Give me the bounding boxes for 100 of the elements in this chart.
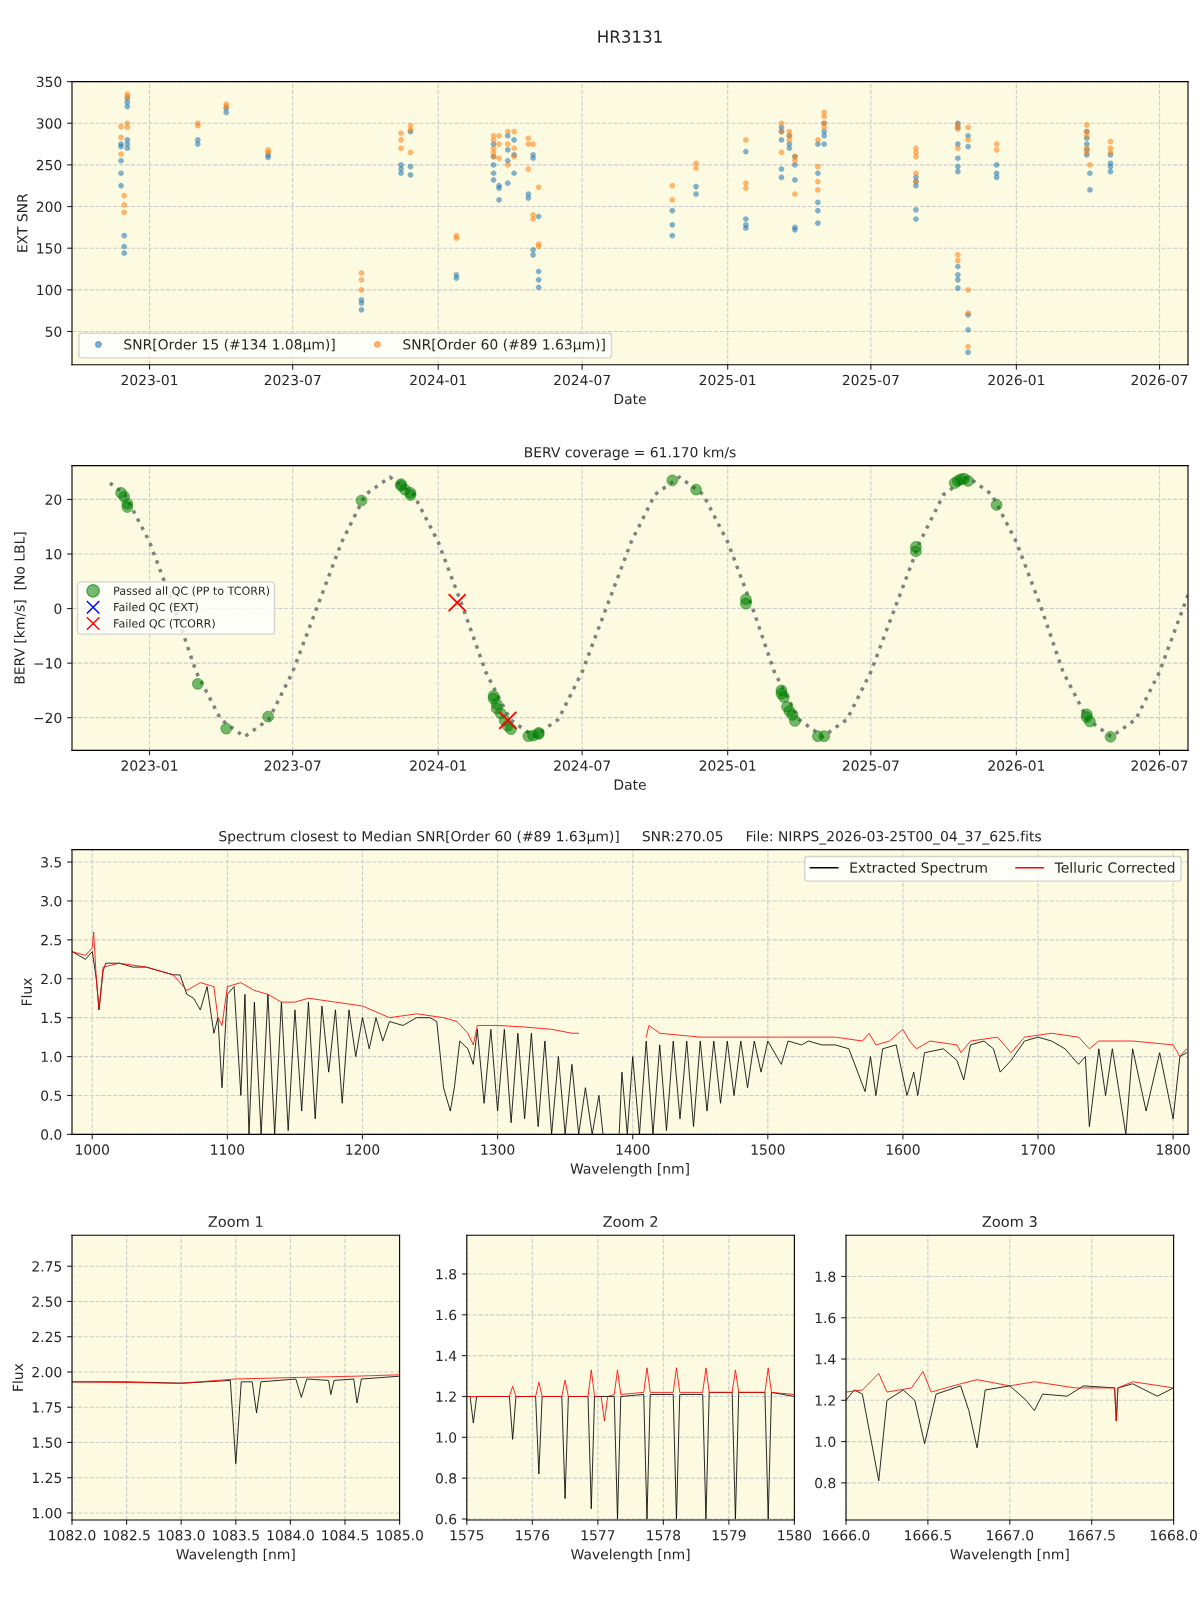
x-tick-label: 1084.5 [322, 1529, 369, 1541]
x-tick-label: 2026-01 [988, 760, 1045, 771]
y-tick-label: 2.75 [32, 1261, 62, 1272]
y-tick-label: 2.50 [32, 1296, 62, 1307]
x-tick-label: 1100 [211, 1144, 245, 1155]
y-tick-label: 1.4 [436, 1350, 457, 1361]
y-tick-label: 1.25 [32, 1472, 62, 1484]
x-tick-label: 2025-01 [699, 374, 756, 386]
x-tick-label: 1082.0 [49, 1529, 96, 1541]
y-tick-label: 250 [36, 159, 62, 171]
y-axis-title: Flux [21, 978, 32, 1006]
y-tick-label: 1.0 [436, 1432, 457, 1443]
x-axis-title: Wavelength [nm] [571, 1548, 690, 1563]
legend-label: Passed all QC (PP to TCORR) [114, 586, 270, 597]
y-tick-label: 1.0 [815, 1436, 836, 1448]
y-tick-label: 1.5 [41, 1012, 62, 1024]
x-axis-title: Date [614, 779, 646, 790]
point [447, 593, 467, 612]
y-tick-label: 2.00 [32, 1366, 62, 1378]
x-tick-label: 1578 [647, 1529, 681, 1541]
legend-label: Telluric Corrected [1054, 862, 1175, 873]
y-axis-title: Flux [12, 1363, 24, 1391]
x-tick-label: 1666.5 [905, 1529, 951, 1541]
point [498, 710, 518, 730]
x-axis-title: Wavelength [nm] [570, 1163, 689, 1177]
x-tick-label: 1667.5 [1068, 1529, 1115, 1541]
y-tick-label: 3.5 [41, 857, 62, 868]
x-tick-label: 1400 [616, 1144, 650, 1155]
x-tick-label: 2023-01 [121, 760, 178, 771]
x-tick-label: 1082.5 [103, 1529, 150, 1541]
x-tick-label: 1085.0 [376, 1529, 423, 1541]
legend-label: SNR[Order 15 (#134 1.08μm)] [124, 338, 335, 353]
x-tick-label: 1580 [778, 1529, 812, 1541]
y-tick-label: 0.8 [815, 1477, 836, 1489]
y-axis-title: EXT SNR [17, 193, 28, 252]
y-tick-label: −10 [34, 658, 62, 669]
y-tick-label: 0 [54, 603, 62, 615]
x-tick-label: 2025-07 [842, 760, 899, 771]
x-tick-label: 2025-07 [842, 374, 899, 386]
y-tick-label: 1.50 [32, 1437, 62, 1448]
x-tick-label: 1575 [450, 1530, 484, 1541]
chart-title: Zoom 3 [982, 1216, 1037, 1228]
legend-label: Extracted Spectrum [850, 862, 987, 876]
legend-label: Failed QC (TCORR) [114, 618, 215, 629]
x-axis-title: Date [614, 393, 646, 405]
y-tick-label: 50 [45, 326, 62, 337]
chart-title: BERV coverage = 61.170 km/s [525, 446, 736, 461]
x-tick-label: 2023-07 [264, 374, 321, 386]
x-tick-label: 2023-01 [121, 374, 178, 386]
x-tick-label: 1700 [1021, 1144, 1055, 1155]
chart-title: Zoom 2 [603, 1216, 658, 1228]
x-axis-title: Wavelength [nm] [950, 1548, 1069, 1563]
y-tick-label: −20 [34, 712, 62, 724]
y-tick-label: 0.8 [435, 1473, 457, 1484]
x-tick-label: 2024-01 [410, 374, 466, 386]
chart-title: HR3131 [598, 30, 662, 43]
y-tick-label: 1.8 [436, 1268, 457, 1280]
y-tick-label: 1.75 [32, 1402, 62, 1413]
x-tick-label: 2026-07 [1131, 760, 1188, 771]
legend-label: Failed QC (EXT) [114, 602, 198, 613]
line-series [846, 1370, 1174, 1422]
y-tick-label: 2.5 [41, 934, 62, 946]
x-tick-label: 1084.0 [267, 1529, 314, 1541]
x-tick-label: 1083.0 [158, 1529, 205, 1541]
x-axis-title: Wavelength [nm] [176, 1548, 295, 1563]
x-tick-label: 1666.0 [823, 1529, 870, 1541]
x-tick-label: 2024-07 [554, 760, 610, 771]
y-tick-label: 350 [36, 76, 62, 88]
x-tick-label: 1600 [886, 1144, 920, 1155]
y-tick-label: 0.5 [41, 1090, 62, 1101]
y-tick-label: 1.2 [815, 1395, 835, 1406]
x-tick-label: 1500 [751, 1144, 785, 1155]
x-tick-label: 2026-01 [988, 374, 1045, 386]
y-tick-label: 10 [46, 548, 62, 560]
y-tick-label: 1.0 [41, 1051, 62, 1063]
x-tick-label: 2025-01 [699, 760, 756, 771]
y-tick-label: 100 [37, 284, 62, 296]
y-tick-label: 0.6 [435, 1513, 457, 1525]
x-tick-label: 1083.5 [213, 1529, 259, 1541]
x-tick-label: 1200 [346, 1144, 380, 1155]
x-tick-label: 1000 [76, 1144, 110, 1155]
legend-label: SNR[Order 60 (#89 1.63μm)] [403, 338, 605, 353]
y-tick-label: 1.6 [815, 1312, 836, 1324]
y-tick-label: 1.6 [436, 1309, 457, 1321]
y-tick-label: 1.2 [436, 1391, 456, 1402]
x-tick-label: 1300 [481, 1144, 515, 1155]
y-tick-label: 1.8 [815, 1271, 836, 1282]
y-tick-label: 1.4 [815, 1354, 836, 1365]
y-tick-label: 3.0 [41, 895, 62, 907]
x-tick-label: 2023-07 [264, 760, 321, 771]
y-tick-label: 150 [37, 243, 62, 254]
y-tick-label: 1.00 [32, 1507, 62, 1519]
x-tick-label: 2024-07 [554, 374, 610, 386]
y-tick-label: 2.25 [32, 1331, 62, 1343]
x-tick-label: 2026-07 [1131, 374, 1188, 386]
y-tick-label: 0.0 [41, 1129, 62, 1140]
x-tick-label: 1579 [712, 1529, 746, 1541]
x-tick-label: 1576 [516, 1529, 550, 1541]
y-tick-label: 200 [36, 201, 62, 213]
x-tick-label: 1577 [581, 1530, 615, 1541]
